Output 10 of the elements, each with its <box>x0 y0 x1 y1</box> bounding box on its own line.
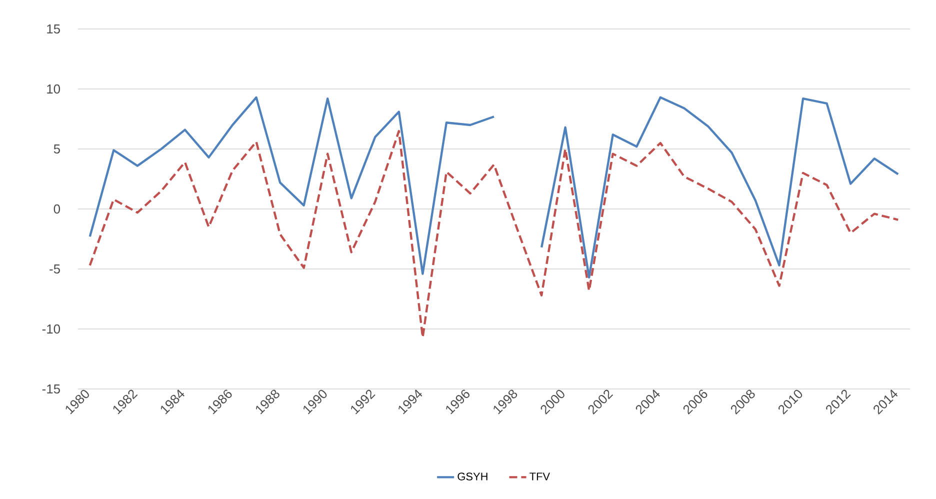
legend-label: GSYH <box>458 472 488 480</box>
y-tick-label: 10 <box>47 84 60 94</box>
y-tick-label: -15 <box>42 384 60 394</box>
legend-label: TFV <box>530 472 550 480</box>
y-tick-label: -5 <box>50 264 60 274</box>
y-tick-label: 5 <box>54 144 60 154</box>
line-series <box>88 130 900 338</box>
y-tick-label: 15 <box>47 24 60 34</box>
y-tick-label: -10 <box>42 324 60 334</box>
y-tick-label: 0 <box>54 204 60 214</box>
